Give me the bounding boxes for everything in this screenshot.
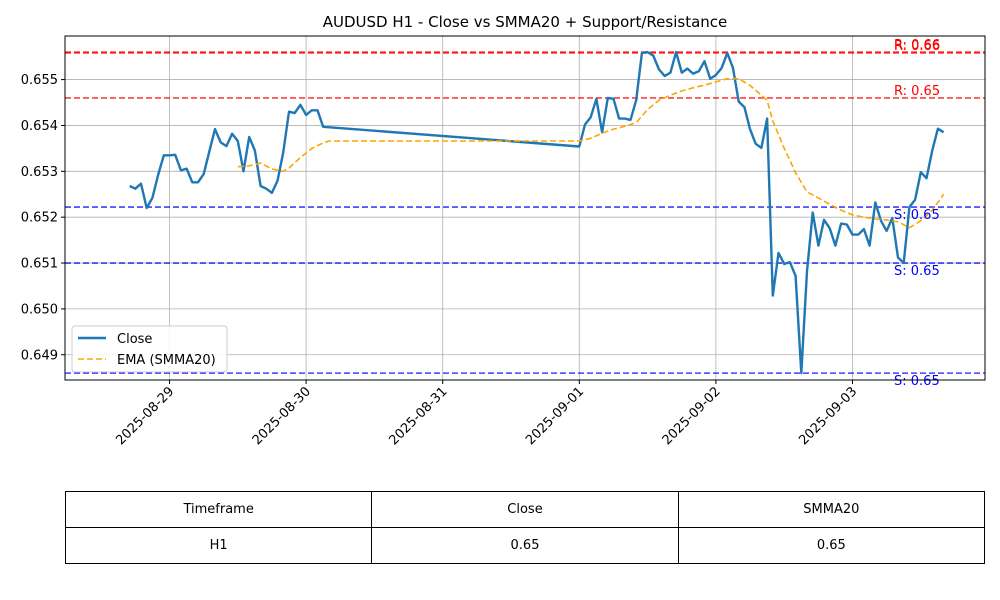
level-labels: R: 0.66R: 0.66R: 0.65S: 0.65S: 0.65S: 0.…	[894, 38, 940, 389]
legend-label: Close	[117, 332, 152, 347]
support-level-label: S: 0.65	[894, 208, 940, 223]
ema-series-line	[237, 77, 945, 229]
series-lines	[129, 50, 945, 375]
table-header-cell: Close	[371, 491, 679, 528]
y-tick-label: 0.650	[21, 302, 58, 317]
y-tick-label: 0.655	[21, 73, 58, 88]
close-series-line	[129, 50, 945, 375]
axes-frame	[64, 35, 986, 381]
y-tick-label: 0.654	[21, 119, 58, 134]
legend-label: EMA (SMMA20)	[117, 353, 216, 368]
x-tick-label: 2025-08-29	[113, 384, 177, 448]
x-tick-label: 2025-08-30	[250, 384, 314, 448]
table-row: H1 0.65 0.65	[64, 527, 986, 564]
x-tick-label: 2025-08-31	[386, 384, 450, 448]
level-lines	[65, 51, 985, 374]
y-tick-label: 0.651	[21, 257, 58, 272]
table-header-cell: SMMA20	[677, 491, 986, 528]
legend-box	[71, 325, 228, 373]
y-axis: 0.649 0.650 0.651 0.652 0.653 0.654 0.655	[21, 73, 65, 363]
table-cell: 0.65	[371, 527, 679, 564]
table-cell: H1	[64, 527, 373, 564]
x-tick-label: 2025-09-01	[523, 384, 587, 448]
x-axis: 2025-08-29 2025-08-30 2025-08-31 2025-09-01…	[113, 380, 860, 448]
y-tick-label: 0.649	[21, 348, 58, 363]
support-level-label: S: 0.65	[894, 374, 940, 389]
chart-canvas: AUDUSD H1 - Close vs SMMA20 + Support/Re…	[21, 13, 986, 448]
support-level-label: S: 0.65	[894, 264, 940, 279]
resistance-level-label: R: 0.66	[894, 38, 940, 53]
table-header-row: Timeframe Close SMMA20	[64, 491, 986, 528]
y-tick-label: 0.652	[21, 211, 58, 226]
resistance-level-label: R: 0.66	[894, 39, 940, 54]
legend: Close EMA (SMMA20)	[71, 325, 228, 373]
y-tick-label: 0.653	[21, 165, 58, 180]
resistance-level-label: R: 0.65	[894, 84, 940, 99]
x-tick-label: 2025-09-03	[796, 384, 860, 448]
table-cell: 0.65	[677, 527, 986, 564]
summary-table: Timeframe Close SMMA20 H1 0.65 0.65	[64, 491, 986, 564]
table-header-cell: Timeframe	[64, 491, 373, 528]
x-tick-label: 2025-09-02	[660, 384, 724, 448]
chart-title: AUDUSD H1 - Close vs SMMA20 + Support/Re…	[323, 13, 728, 31]
